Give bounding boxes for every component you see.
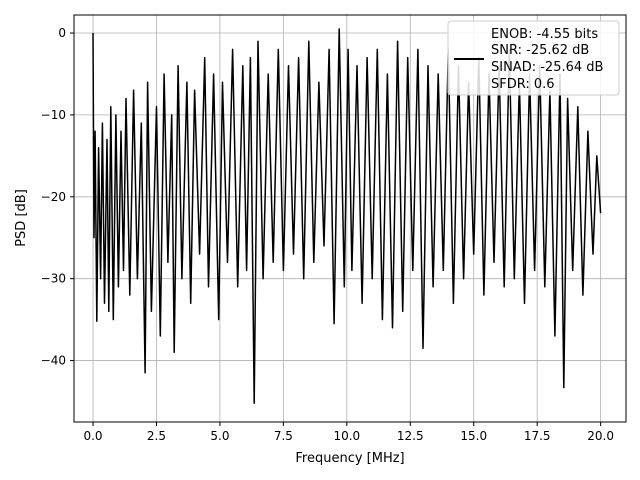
x-tick-label: 7.5 — [274, 429, 293, 443]
x-tick-label: 0.0 — [83, 429, 102, 443]
x-tick-label: 10.0 — [333, 429, 360, 443]
psd-series-line — [92, 28, 602, 404]
legend-box — [447, 20, 620, 96]
x-axis-label: Frequency [MHz] — [295, 451, 404, 466]
legend-sfdr: SFDR: 0.6 — [491, 77, 555, 92]
x-axis-ticks: 0.0 2.5 5.0 7.5 10.0 12.5 15.0 17.5 20.0 — [83, 422, 614, 443]
x-tick-label: 17.5 — [524, 429, 551, 443]
y-tick-label: −10 — [41, 108, 66, 122]
y-tick-label: −40 — [41, 354, 66, 368]
x-tick-label: 15.0 — [460, 429, 487, 443]
x-tick-label: 12.5 — [397, 429, 424, 443]
x-tick-label: 2.5 — [147, 429, 166, 443]
x-tick-label: 20.0 — [587, 429, 614, 443]
legend-sinad: SINAD: -25.64 dB — [491, 60, 603, 75]
y-axis-ticks: 0 −10 −20 −30 −40 — [41, 26, 74, 368]
y-tick-label: −30 — [41, 272, 66, 286]
legend: ENOB: -4.55 bits SNR: -25.62 dB SINAD: -… — [447, 20, 620, 96]
legend-snr: SNR: -25.62 dB — [491, 43, 589, 58]
y-axis-label: PSD [dB] — [14, 189, 29, 247]
series-layer — [92, 28, 602, 404]
y-tick-label: 0 — [58, 26, 66, 40]
legend-enob: ENOB: -4.55 bits — [491, 27, 598, 42]
y-tick-label: −20 — [41, 190, 66, 204]
x-tick-label: 5.0 — [210, 429, 229, 443]
plot-frame — [73, 14, 627, 423]
